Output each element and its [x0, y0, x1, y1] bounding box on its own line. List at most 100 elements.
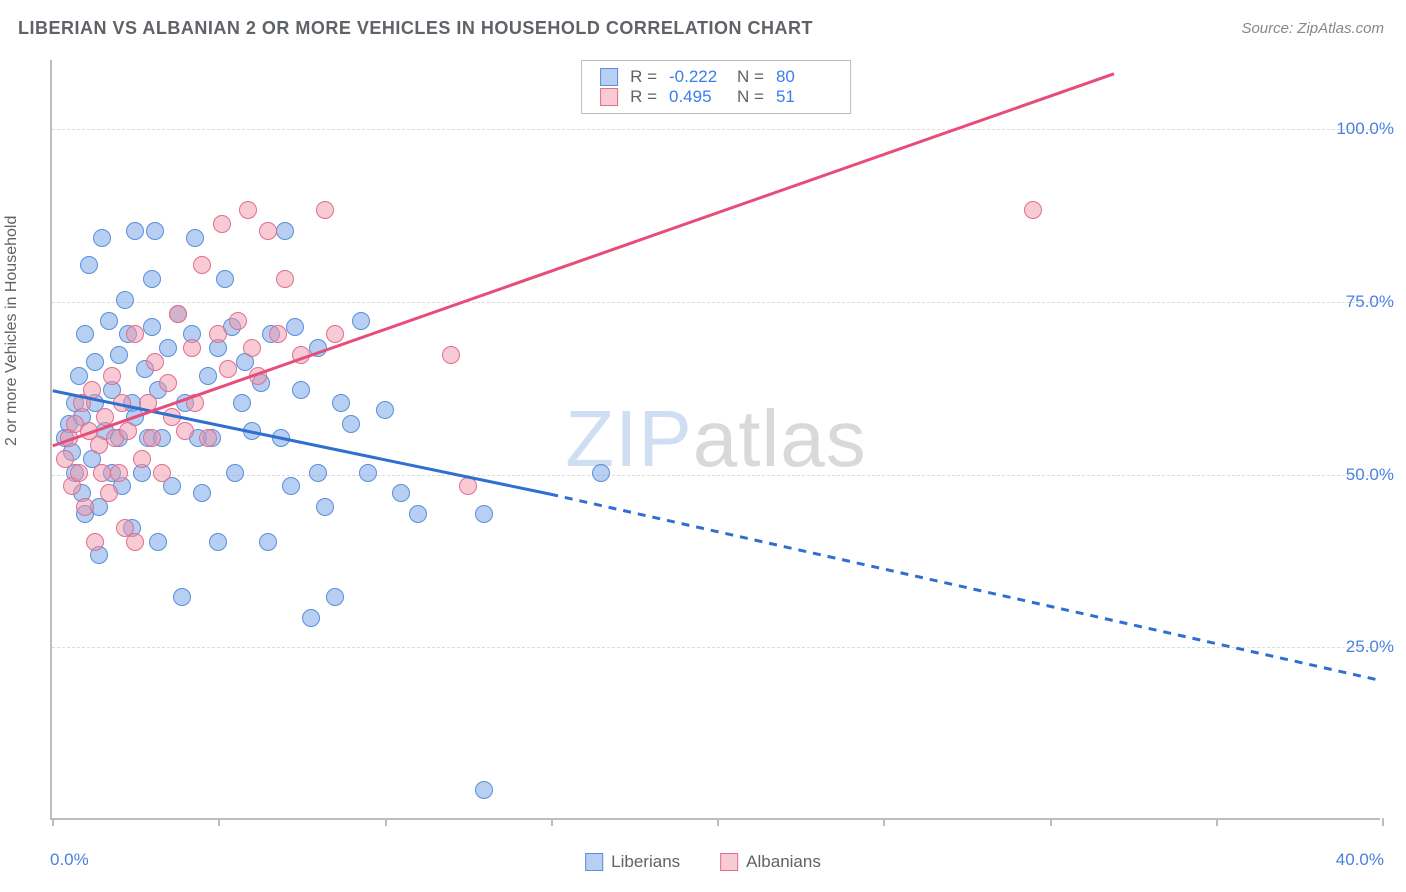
scatter-point-liberians — [159, 339, 177, 357]
scatter-point-albanians — [86, 533, 104, 551]
scatter-point-liberians — [475, 505, 493, 523]
stats-n-value: 51 — [776, 87, 832, 107]
scatter-point-albanians — [119, 422, 137, 440]
scatter-point-albanians — [229, 312, 247, 330]
scatter-point-liberians — [259, 533, 277, 551]
scatter-point-albanians — [96, 408, 114, 426]
swatch-icon — [600, 88, 618, 106]
scatter-point-liberians — [86, 353, 104, 371]
scatter-point-liberians — [76, 325, 94, 343]
scatter-point-liberians — [326, 588, 344, 606]
scatter-point-albanians — [126, 325, 144, 343]
scatter-point-albanians — [326, 325, 344, 343]
scatter-point-liberians — [186, 229, 204, 247]
scatter-point-albanians — [259, 222, 277, 240]
watermark-part2: atlas — [693, 394, 867, 483]
grid-line — [52, 475, 1380, 476]
stats-r-label: R = — [630, 67, 657, 87]
legend-label: Albanians — [746, 852, 821, 872]
grid-line — [52, 647, 1380, 648]
x-axis-start-label: 0.0% — [50, 850, 89, 870]
source-attribution: Source: ZipAtlas.com — [1241, 20, 1384, 37]
scatter-point-albanians — [143, 429, 161, 447]
scatter-point-liberians — [316, 498, 334, 516]
stats-n-label: N = — [737, 67, 764, 87]
scatter-point-liberians — [143, 270, 161, 288]
watermark-part1: ZIP — [565, 394, 692, 483]
scatter-point-liberians — [292, 381, 310, 399]
scatter-point-albanians — [243, 339, 261, 357]
scatter-point-liberians — [146, 222, 164, 240]
scatter-point-albanians — [249, 367, 267, 385]
scatter-point-albanians — [76, 498, 94, 516]
scatter-point-albanians — [103, 367, 121, 385]
x-tick — [52, 818, 54, 826]
scatter-point-albanians — [126, 533, 144, 551]
scatter-point-albanians — [186, 394, 204, 412]
x-tick — [883, 818, 885, 826]
scatter-point-liberians — [475, 781, 493, 799]
scatter-point-albanians — [442, 346, 460, 364]
scatter-point-liberians — [309, 339, 327, 357]
scatter-point-liberians — [173, 588, 191, 606]
x-tick — [1050, 818, 1052, 826]
scatter-point-albanians — [110, 464, 128, 482]
scatter-point-albanians — [269, 325, 287, 343]
scatter-point-liberians — [276, 222, 294, 240]
scatter-point-albanians — [1024, 201, 1042, 219]
y-tick-label: 50.0% — [1346, 465, 1394, 485]
scatter-point-albanians — [70, 464, 88, 482]
bottom-legend: Liberians Albanians — [585, 852, 821, 872]
scatter-point-liberians — [193, 484, 211, 502]
scatter-point-albanians — [83, 381, 101, 399]
x-tick — [551, 818, 553, 826]
watermark: ZIPatlas — [565, 393, 866, 485]
swatch-icon — [585, 853, 603, 871]
scatter-point-liberians — [80, 256, 98, 274]
scatter-point-liberians — [143, 318, 161, 336]
scatter-point-albanians — [213, 215, 231, 233]
scatter-point-albanians — [159, 374, 177, 392]
swatch-icon — [720, 853, 738, 871]
scatter-point-liberians — [126, 222, 144, 240]
stats-r-value: 0.495 — [669, 87, 725, 107]
scatter-point-liberians — [342, 415, 360, 433]
scatter-point-liberians — [392, 484, 410, 502]
scatter-point-liberians — [286, 318, 304, 336]
scatter-point-albanians — [199, 429, 217, 447]
scatter-point-liberians — [359, 464, 377, 482]
stats-row-albanians: R = 0.495 N = 51 — [600, 87, 832, 107]
scatter-point-albanians — [193, 256, 211, 274]
y-tick-label: 25.0% — [1346, 637, 1394, 657]
scatter-point-liberians — [116, 291, 134, 309]
scatter-point-liberians — [592, 464, 610, 482]
scatter-point-albanians — [133, 450, 151, 468]
scatter-point-albanians — [153, 464, 171, 482]
scatter-point-liberians — [93, 229, 111, 247]
x-tick — [1382, 818, 1384, 826]
plot-area: ZIPatlas R = -0.222 N = 80 R = 0.495 N =… — [50, 60, 1380, 820]
chart-title: LIBERIAN VS ALBANIAN 2 OR MORE VEHICLES … — [18, 18, 813, 39]
scatter-point-albanians — [139, 394, 157, 412]
scatter-point-liberians — [199, 367, 217, 385]
scatter-point-albanians — [219, 360, 237, 378]
legend-label: Liberians — [611, 852, 680, 872]
scatter-point-albanians — [209, 325, 227, 343]
swatch-icon — [600, 68, 618, 86]
scatter-point-liberians — [110, 346, 128, 364]
y-axis-label: 2 or more Vehicles in Household — [3, 216, 21, 446]
scatter-point-albanians — [90, 436, 108, 454]
scatter-point-albanians — [93, 464, 111, 482]
scatter-point-liberians — [216, 270, 234, 288]
scatter-point-liberians — [352, 312, 370, 330]
stats-legend-box: R = -0.222 N = 80 R = 0.495 N = 51 — [581, 60, 851, 114]
legend-item-liberians: Liberians — [585, 852, 680, 872]
scatter-point-albanians — [100, 484, 118, 502]
scatter-point-liberians — [209, 533, 227, 551]
grid-line — [52, 129, 1380, 130]
scatter-point-liberians — [282, 477, 300, 495]
legend-item-albanians: Albanians — [720, 852, 821, 872]
scatter-point-liberians — [309, 464, 327, 482]
x-tick — [1216, 818, 1218, 826]
scatter-point-albanians — [169, 305, 187, 323]
